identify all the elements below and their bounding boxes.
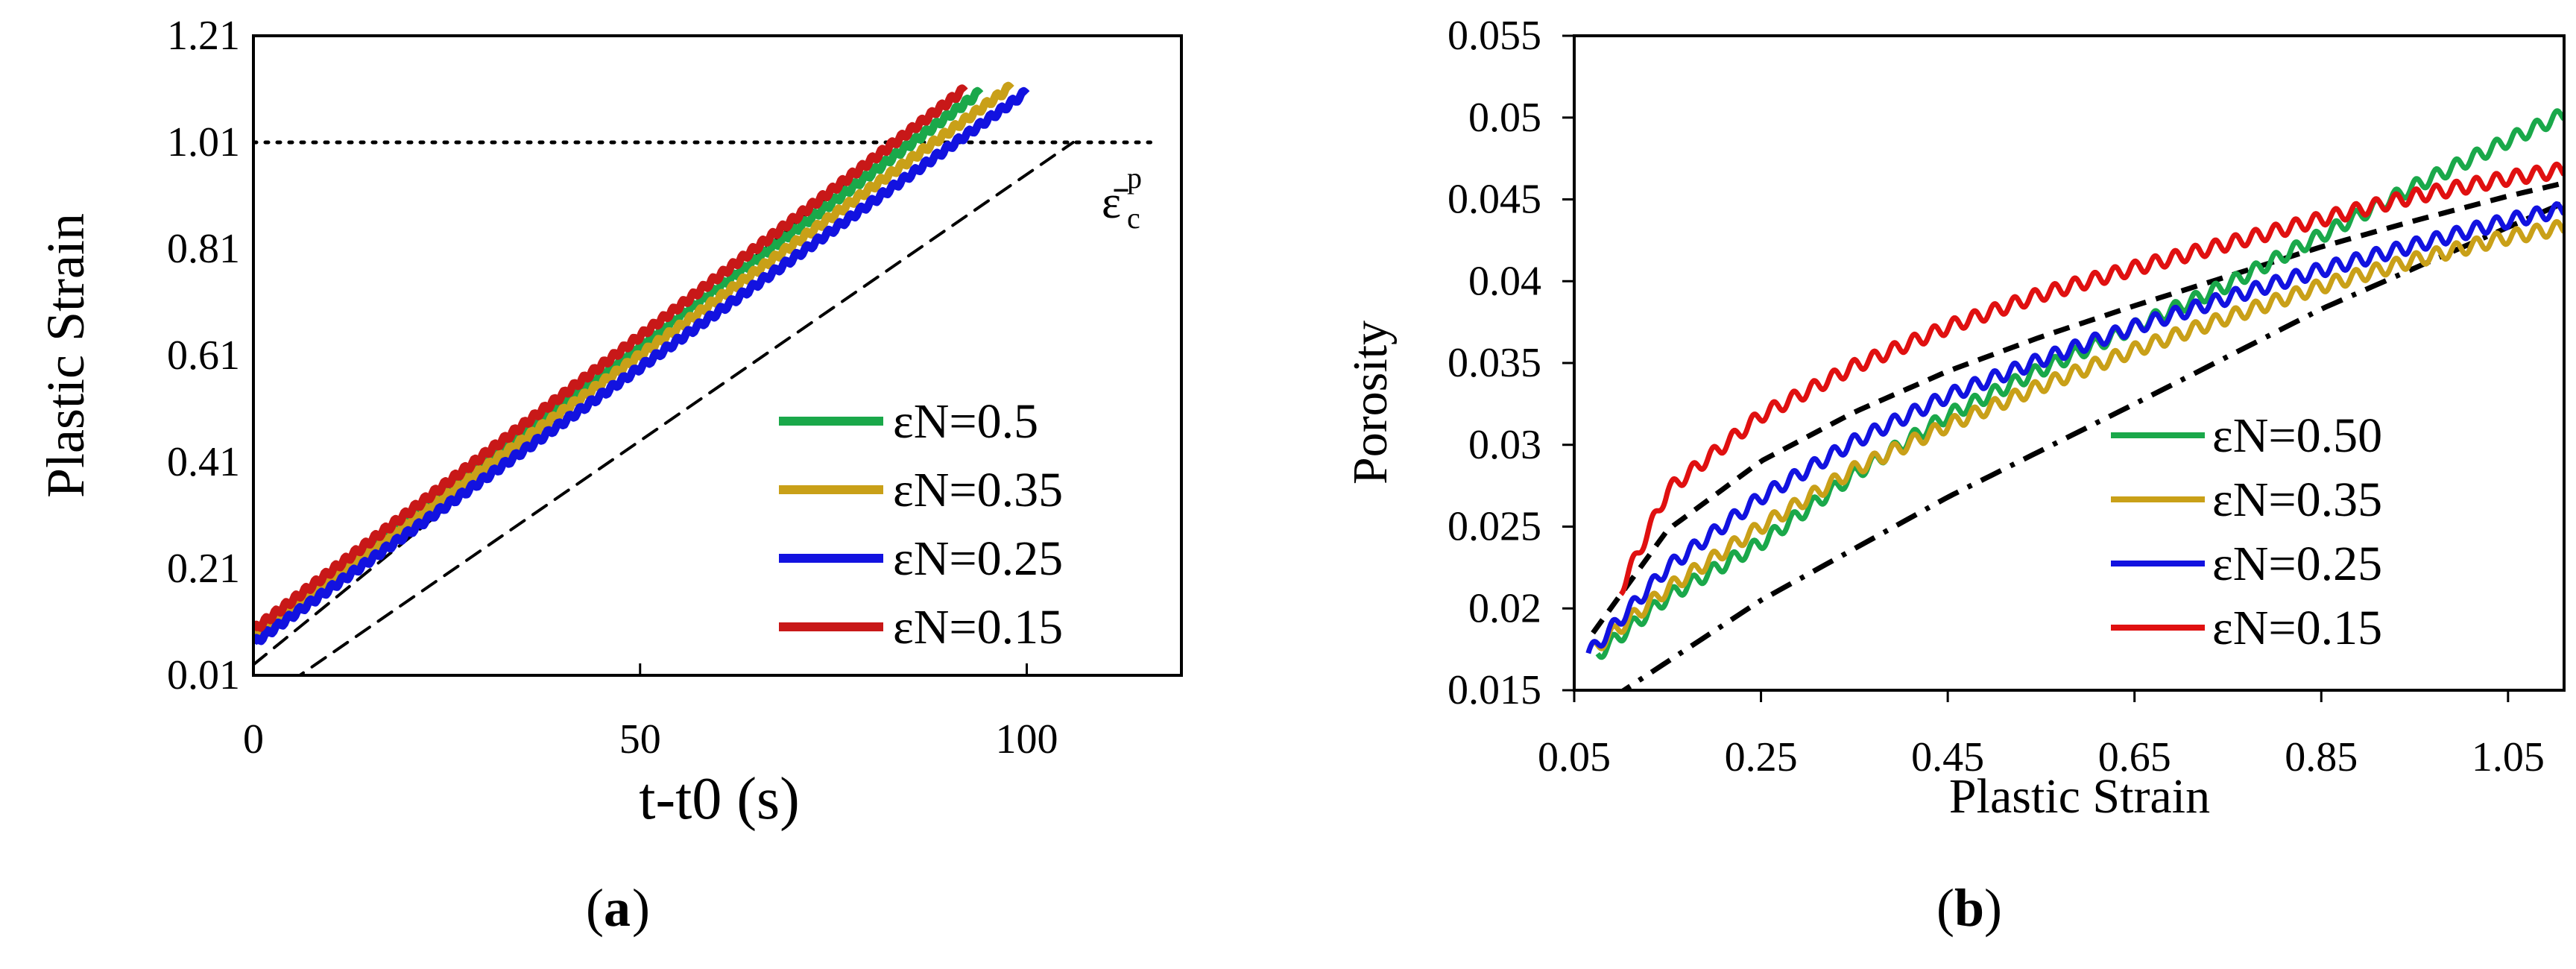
panel-a-plastic-strain-vs-time: 0.01 0.21 0.41 0.61 0.81 1.01 1.21 0 50 100 Plast… [36, 13, 1183, 938]
panel-b-series [1585, 108, 2564, 660]
y-tick-label: 0.21 [167, 546, 240, 592]
caption-close-paren: ) [632, 878, 650, 938]
panel-b-y-axis-label: Porosity [1343, 321, 1398, 484]
legend-label-n-0-25: εN=0.25 [2212, 537, 2382, 591]
panel-a-x-axis-label: t-t0 (s) [639, 766, 800, 832]
legend-label-n-0-50: εN=0.50 [2212, 408, 2382, 463]
reference-line-dash-dot-fit [1619, 200, 2564, 690]
panel-a-caption: ( a ) [586, 878, 650, 938]
panel-a-y-axis-label: Plastic Strain [36, 213, 95, 498]
x-tick-label: 0 [243, 716, 264, 763]
x-tick-label: 0.65 [2098, 734, 2171, 780]
series-line-n-0-35 [1591, 218, 2564, 651]
x-tick-label: 0.25 [1725, 734, 1798, 780]
y-tick-label: 0.01 [167, 652, 240, 698]
panel-b-caption-label: b [1954, 878, 1984, 938]
panel-b-ticks: 0.015 0.02 0.025 0.03 0.035 0.04 0.045 0.05 0.05… [1448, 13, 2545, 780]
y-tick-label: 0.81 [167, 226, 240, 272]
y-tick-label: 0.02 [1468, 585, 1541, 631]
y-tick-label: 0.61 [167, 332, 240, 379]
x-tick-label: 50 [619, 716, 661, 763]
y-tick-label: 0.025 [1448, 504, 1541, 550]
panel-a-series [253, 81, 1030, 646]
legend-label-n-0-15: εN=0.15 [893, 600, 1063, 654]
y-tick-label: 0.03 [1468, 422, 1541, 468]
panel-a-critical-strain-annotation: ε̄ p c [1102, 161, 1142, 235]
y-tick-label: 1.21 [167, 13, 240, 59]
caption-open-paren: ( [586, 878, 604, 938]
y-tick-label: 0.055 [1448, 13, 1541, 59]
legend-label-n-0-15: εN=0.15 [2212, 601, 2382, 655]
reference-line-lower-dashed [297, 141, 1075, 675]
panel-a-plot-frame [252, 34, 1183, 677]
reference-line-dashed-fit [1591, 180, 2564, 635]
annotation-epsilon: ε̄ [1102, 177, 1128, 228]
legend-label-n-0-35: εN=0.35 [893, 463, 1063, 517]
x-tick-label: 0.05 [1538, 734, 1611, 780]
panel-b-porosity-vs-plastic-strain: 0.015 0.02 0.025 0.03 0.035 0.04 0.045 0.05 0.05… [1343, 13, 2566, 938]
series-line-n-0-25 [253, 86, 1030, 646]
annotation-superscript: p [1127, 161, 1142, 195]
series-line-n-0-25 [1585, 201, 2564, 654]
x-tick-label: 0.45 [1911, 734, 1984, 780]
legend-label-n-0-25: εN=0.25 [893, 531, 1063, 586]
panel-a-caption-label: a [604, 878, 631, 938]
caption-open-paren: ( [1936, 878, 1954, 938]
y-tick-label: 0.04 [1468, 258, 1541, 304]
y-tick-label: 0.045 [1448, 177, 1541, 223]
annotation-subscript: c [1127, 201, 1140, 235]
panel-a-legend: εN=0.5 εN=0.35 εN=0.25 εN=0.15 [779, 394, 1063, 654]
x-tick-label: 100 [996, 716, 1058, 763]
panel-b-legend: εN=0.50 εN=0.35 εN=0.25 εN=0.15 [2111, 408, 2382, 655]
x-tick-label: 1.05 [2472, 734, 2545, 780]
y-tick-label: 0.41 [167, 439, 240, 485]
panel-b-reference-lines [1591, 180, 2564, 690]
panel-a-ticks: 0.01 0.21 0.41 0.61 0.81 1.01 1.21 0 50 100 [167, 13, 1058, 763]
y-tick-label: 0.035 [1448, 340, 1541, 386]
legend-label-n-0-35: εN=0.35 [2212, 473, 2382, 527]
panel-b-plot-frame [1573, 34, 2566, 692]
y-tick-label: 0.05 [1468, 95, 1541, 141]
series-line-n-0-15 [253, 84, 968, 632]
x-tick-label: 0.85 [2285, 734, 2358, 780]
y-tick-label: 0.015 [1448, 667, 1541, 713]
caption-close-paren: ) [1984, 878, 2002, 938]
y-tick-label: 1.01 [167, 119, 240, 165]
series-line-n-0-15 [1618, 161, 2564, 596]
series-line-n-0-35 [253, 81, 1014, 637]
panel-b-caption: ( b ) [1936, 878, 2002, 938]
panel-b-x-axis-label: Plastic Strain [1949, 769, 2210, 824]
series-line-n-0-50 [1595, 108, 2564, 660]
legend-label-n-0-5: εN=0.5 [893, 394, 1038, 449]
